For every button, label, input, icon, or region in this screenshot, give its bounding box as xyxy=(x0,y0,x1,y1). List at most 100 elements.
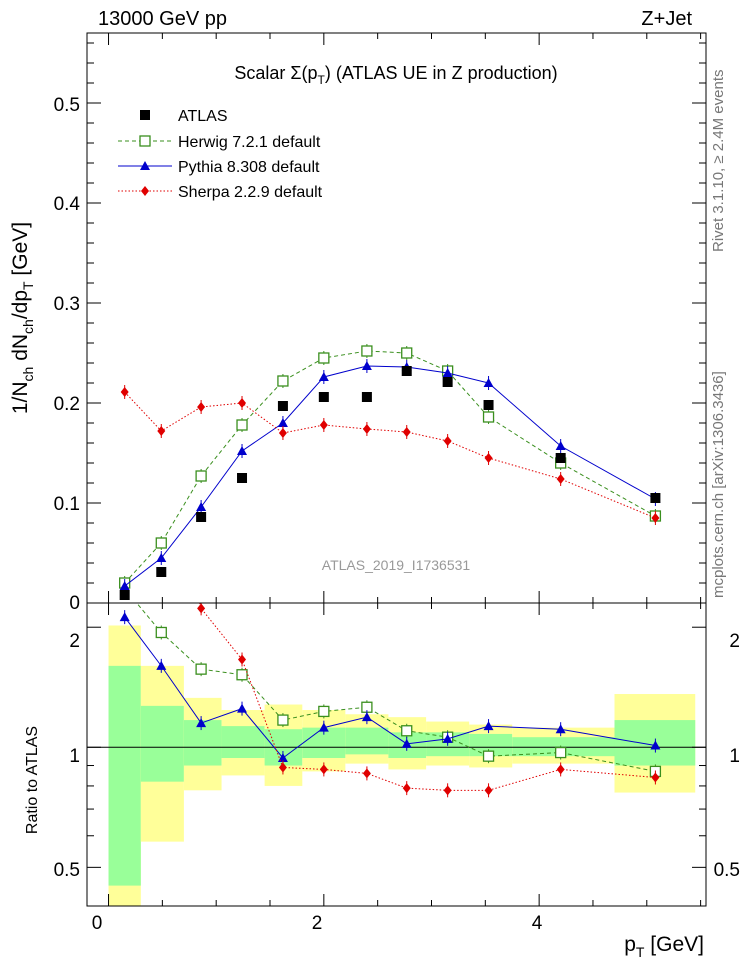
data-point xyxy=(120,387,129,397)
series-line xyxy=(124,365,656,587)
y-tick-label: 0.5 xyxy=(54,95,80,116)
y-tick-label: 0 xyxy=(69,593,80,614)
data-point xyxy=(278,762,287,773)
ratio-bands xyxy=(87,625,706,906)
legend: ATLAS Herwig 7.2.1 default Pythia 8.308 … xyxy=(118,108,323,201)
data-point xyxy=(237,446,248,455)
ratio-y-tick-label: 0.5 xyxy=(54,860,80,881)
data-point xyxy=(277,418,288,427)
legend-marker-herwig xyxy=(139,135,151,147)
data-point xyxy=(197,603,206,614)
data-point xyxy=(401,725,413,737)
data-point xyxy=(195,663,207,675)
data-point xyxy=(361,361,372,370)
data-point xyxy=(484,453,493,463)
data-point xyxy=(238,398,247,408)
ratio-band-inner xyxy=(469,733,513,757)
ratio-band-inner xyxy=(140,705,184,782)
data-point xyxy=(484,785,493,796)
y-tick-label: 0.2 xyxy=(54,394,80,415)
energy-label: 13000 GeV pp xyxy=(98,8,227,30)
data-point xyxy=(361,345,373,357)
ratio-band-inner xyxy=(108,665,141,886)
data-point xyxy=(156,660,167,670)
data-point xyxy=(402,427,411,437)
legend-marker-pythia xyxy=(140,161,150,170)
data-point xyxy=(319,420,328,430)
rivet-label: Rivet 3.1.10, ≥ 2.4M events xyxy=(710,70,727,253)
legend-label: ATLAS xyxy=(178,108,228,125)
ratio-frame xyxy=(86,602,707,907)
ratio-band-inner xyxy=(221,726,265,758)
y-tick-label: 0.3 xyxy=(54,294,80,315)
data-point xyxy=(119,612,130,622)
data-point xyxy=(119,590,130,600)
data-point xyxy=(555,441,566,450)
data-point xyxy=(195,470,207,482)
data-point xyxy=(401,366,412,376)
chart-title: Scalar Σ(pT) (ATLAS UE in Z production) xyxy=(234,63,557,87)
ratio-band-inner xyxy=(345,727,389,755)
axis-ticks xyxy=(87,33,706,906)
data-point xyxy=(156,567,167,577)
data-point xyxy=(362,768,371,779)
data-point xyxy=(651,513,660,523)
data-point xyxy=(482,411,495,423)
series-line xyxy=(124,350,656,584)
data-point xyxy=(442,368,453,377)
x-tick-label: 4 xyxy=(532,913,543,934)
data-point xyxy=(443,785,452,796)
data-point xyxy=(318,352,330,364)
legend-label: Pythia 8.308 default xyxy=(178,159,320,176)
data-point xyxy=(277,714,289,726)
ratio-series xyxy=(119,178,662,798)
data-point xyxy=(318,392,329,402)
ratio-y-tick-label-right: 0.5 xyxy=(714,860,740,881)
y-tick-label: 0.4 xyxy=(54,194,81,215)
mcplots-label: mcplots.cern.ch [arXiv:1306.3436] xyxy=(710,371,727,598)
data-point xyxy=(237,473,248,483)
data-point xyxy=(362,424,371,434)
legend-marker-atlas xyxy=(140,110,150,120)
legend-label: Herwig 7.2.1 default xyxy=(178,134,321,151)
data-point xyxy=(318,705,330,718)
data-point xyxy=(483,721,494,731)
data-point xyxy=(236,419,248,431)
x-tick-label: 2 xyxy=(312,913,323,934)
data-point xyxy=(236,669,248,681)
data-point xyxy=(277,401,288,411)
series-line xyxy=(124,391,656,519)
y-axis-title: 1/Nch dNch/dpT [GeV] xyxy=(9,222,36,414)
legend-marker-sherpa xyxy=(141,186,149,196)
data-point xyxy=(157,426,166,436)
data-point xyxy=(361,712,372,722)
y-tick-label: 0.1 xyxy=(54,494,80,515)
legend-label: Sherpa 2.2.9 default xyxy=(178,184,323,201)
data-point xyxy=(238,654,247,665)
data-point xyxy=(483,378,494,387)
data-point xyxy=(482,750,495,762)
ratio-band-inner xyxy=(183,720,222,766)
data-point xyxy=(361,392,372,402)
ratio-y-tick-label-right: 1 xyxy=(729,746,740,767)
data-point xyxy=(555,746,567,759)
data-point xyxy=(318,372,329,381)
data-point xyxy=(483,400,494,410)
data-point xyxy=(237,703,248,713)
ratio-line xyxy=(124,616,656,759)
data-point xyxy=(157,447,165,457)
data-point xyxy=(119,581,130,590)
data-point xyxy=(121,178,129,188)
ratio-y-tick-label: 2 xyxy=(69,631,80,652)
analysis-watermark: ATLAS_2019_I1736531 xyxy=(322,557,471,573)
data-point xyxy=(442,733,453,743)
data-point xyxy=(319,764,328,775)
ratio-axis-title: Ratio to ATLAS xyxy=(24,726,41,834)
data-point xyxy=(401,347,413,359)
ratio-line xyxy=(199,603,656,791)
data-point xyxy=(318,722,329,732)
data-point xyxy=(555,453,566,463)
data-point xyxy=(196,512,207,522)
data-point xyxy=(443,436,452,446)
data-point xyxy=(442,377,453,387)
